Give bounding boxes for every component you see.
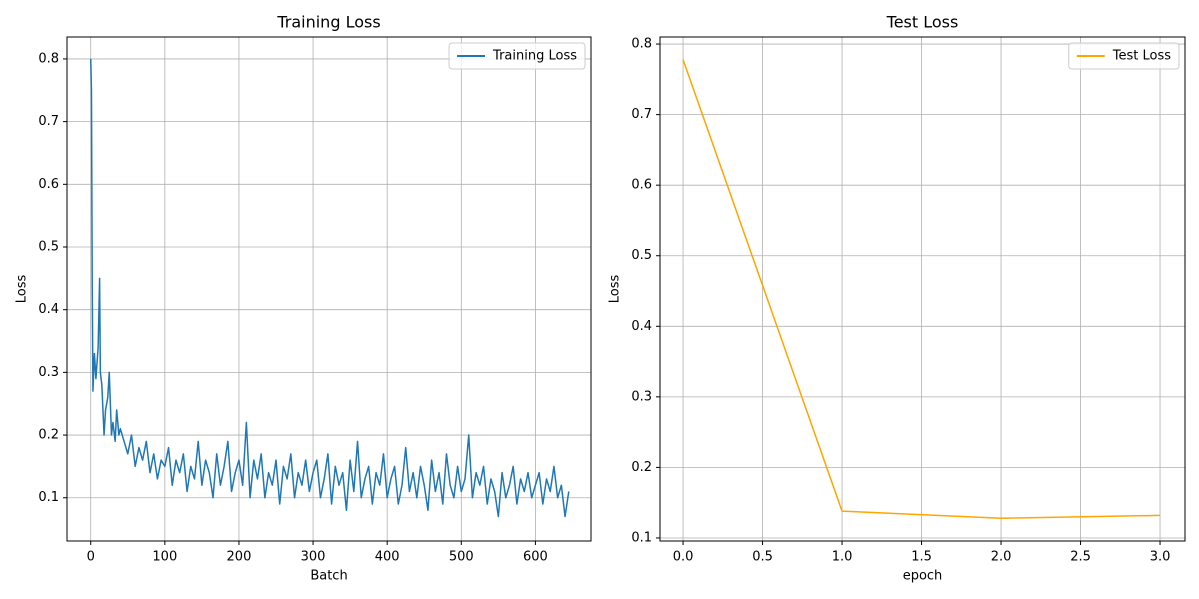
y-tick-label: 0.7 [631,107,652,122]
x-tick-label: 2.5 [1070,550,1091,565]
legend-label: Test Loss [1112,49,1171,64]
chart-title: Test Loss [886,13,959,32]
x-tick-label: 0.0 [673,550,694,565]
legend-box [448,42,586,70]
x-tick-label: 200 [227,550,252,565]
x-tick-label: 0.5 [752,550,773,565]
data-line [682,59,1161,519]
y-tick-label: 0.6 [38,177,59,192]
x-tick-label: 100 [152,550,177,565]
x-axis-label: Batch [310,569,347,584]
y-axis-label: Loss [15,275,30,304]
y-tick-label: 0.8 [38,51,59,66]
legend-box [1068,42,1180,70]
x-tick-label: 1.5 [911,550,932,565]
y-tick-label: 0.8 [631,37,652,52]
x-tick-label: 500 [449,550,474,565]
y-tick-label: 0.4 [38,302,59,317]
x-tick-label: 3.0 [1150,550,1171,565]
x-tick-label: 400 [375,550,400,565]
axes-frame [659,36,1186,542]
y-tick-label: 0.5 [38,240,59,255]
y-axis-label: Loss [608,275,623,304]
data-line [89,58,570,518]
y-tick-label: 0.3 [631,389,652,404]
x-tick-label: 1.0 [832,550,853,565]
y-tick-label: 0.2 [631,460,652,475]
y-tick-label: 0.7 [38,114,59,129]
x-tick-label: 600 [523,550,548,565]
x-tick-label: 300 [301,550,326,565]
y-tick-label: 0.4 [631,319,652,334]
legend-label: Training Loss [492,49,577,64]
plot-area [660,37,1185,541]
chart-title: Training Loss [276,13,380,32]
y-tick-label: 0.1 [631,530,652,545]
x-axis-label: epoch [903,569,943,584]
x-tick-label: 2.0 [991,550,1012,565]
axes-frame [66,36,592,542]
y-tick-label: 0.2 [38,428,59,443]
y-tick-label: 0.3 [38,365,59,380]
y-tick-label: 0.1 [38,490,59,505]
x-tick-label: 0 [87,550,95,565]
y-tick-label: 0.6 [631,178,652,193]
y-tick-label: 0.5 [631,248,652,263]
